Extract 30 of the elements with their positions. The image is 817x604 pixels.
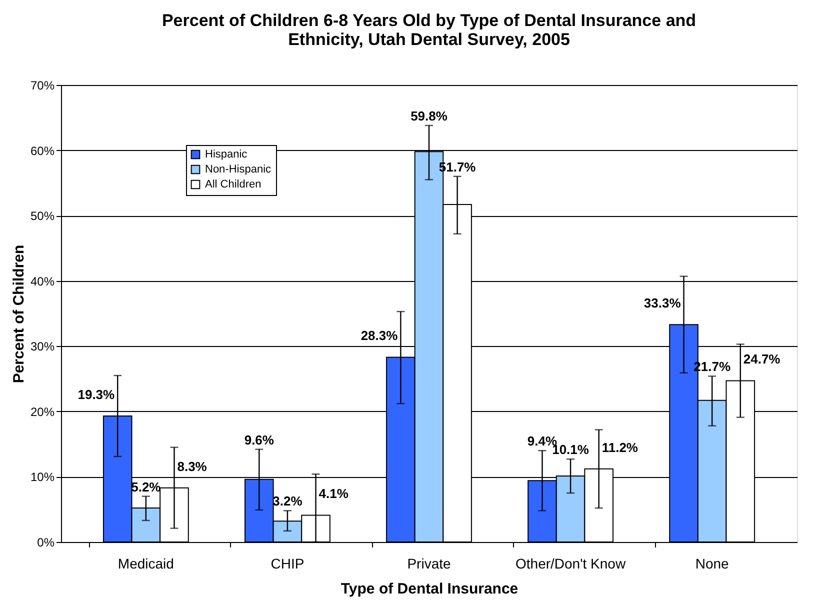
x-tick-label: Other/Don't Know [516,556,626,572]
data-label: 9.6% [244,432,274,448]
y-axis-title: Percent of Children [10,244,28,384]
data-label: 33.3% [644,296,682,311]
text: Ethnicity, Utah Dental Survey, 2005 [288,30,570,49]
y-tick-label: 70% [30,78,55,92]
data-label: 24.7% [743,352,781,367]
y-tick-label: 60% [30,144,55,158]
y-tick-label: 10% [30,470,55,484]
data-label: 4.1% [318,486,349,502]
y-tick-label: 0% [37,536,55,550]
y-tick-label: 40% [30,274,55,288]
legend-label: Hispanic [205,148,248,160]
x-tick-label: CHIP [270,556,304,572]
text: Percent of Children 6-8 Years Old by Type of Dental Insurance and [162,11,696,30]
data-label: 28.3% [360,328,398,344]
data-label: 8.3% [177,458,208,474]
data-label: 5.2% [131,479,162,494]
y-tick-label: 20% [30,404,55,419]
data-label: 11.2% [602,440,638,455]
x-tick-label: Private [407,556,451,572]
legend-label: Non-Hispanic [205,164,272,176]
data-label: 19.3% [78,387,116,402]
x-tick-label: Medicaid [118,556,174,572]
data-label: 59.8% [410,108,448,124]
x-tick-label: None [695,556,730,572]
legend-label: All Children [205,178,262,190]
x-axis-title: Type of Dental Insurance [340,580,518,598]
y-tick-label: 50% [30,209,55,224]
y-tick-label: 30% [30,340,55,354]
